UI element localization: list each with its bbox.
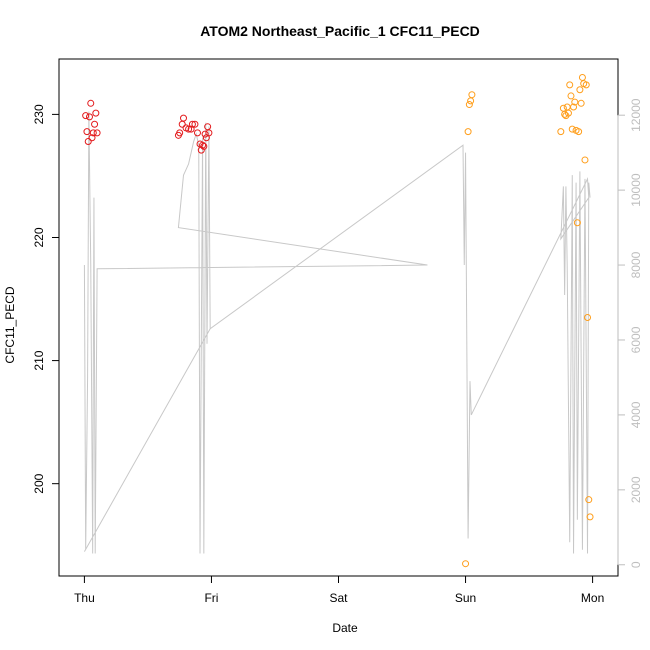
- data-point-series-1: [180, 114, 187, 122]
- y2-tick-label: 10000: [629, 173, 643, 207]
- data-point-series-2: [467, 97, 475, 105]
- trace-line: [83, 111, 591, 554]
- y2-tick-label: 0: [629, 561, 643, 568]
- data-point-series-1: [88, 134, 96, 142]
- y2-tick-label: 2000: [629, 476, 643, 503]
- data-point-series-2: [557, 128, 565, 136]
- data-point-series-1: [87, 99, 95, 107]
- data-point-series-2: [575, 128, 583, 136]
- y2-tick-label: 12000: [629, 98, 643, 132]
- data-point-series-1: [176, 129, 184, 137]
- y-tick-label: 210: [32, 350, 46, 370]
- data-point-series-1: [191, 120, 199, 128]
- plot-frame: [58, 58, 619, 577]
- y-axis-right: 0 2000 4000 6000 8000 10000 12000: [617, 98, 643, 568]
- data-point-series-2: [567, 92, 575, 100]
- data-point-series-2: [465, 101, 473, 109]
- data-point-series-2: [559, 104, 567, 112]
- data-point-series-2: [573, 219, 581, 227]
- data-point-series-2: [561, 110, 569, 118]
- data-point-series-1: [193, 129, 201, 137]
- data-point-series-1: [83, 128, 91, 136]
- y-axis-label: CFC11_PECD: [3, 286, 17, 363]
- data-point-series-2: [462, 560, 470, 568]
- data-point-series-2: [468, 91, 476, 99]
- data-point-series-2: [566, 81, 574, 89]
- data-point-series-1: [82, 112, 90, 120]
- chart-title: ATOM2 Northeast_Pacific_1 CFC11_PECD: [200, 23, 480, 39]
- data-point-series-2: [586, 513, 594, 521]
- x-tick-label: Thu: [74, 591, 95, 605]
- y2-tick-label: 8000: [629, 251, 643, 278]
- x-tick-label: Sun: [455, 591, 476, 605]
- data-point-series-1: [199, 141, 207, 149]
- data-point-series-2: [584, 314, 592, 321]
- y-tick-label: 230: [32, 104, 46, 124]
- data-point-series-2: [464, 128, 472, 136]
- data-point-series-2: [571, 98, 579, 106]
- data-point-series-1: [93, 129, 101, 137]
- x-axis: Thu Fri Sat Sun Mon: [74, 575, 604, 605]
- data-point-series-2: [581, 156, 589, 164]
- y-tick-label: 220: [32, 227, 46, 247]
- data-point-series-2: [570, 103, 578, 111]
- y2-tick-label: 4000: [629, 401, 643, 428]
- points-layer: [82, 73, 594, 568]
- data-point-series-2: [577, 99, 585, 107]
- data-point-series-2: [585, 496, 593, 504]
- data-point-series-1: [178, 120, 186, 128]
- data-point-series-1: [85, 113, 93, 121]
- x-tick-label: Sat: [329, 591, 348, 605]
- data-point-series-2: [576, 86, 584, 94]
- data-point-series-1: [84, 137, 92, 145]
- data-point-series-1: [89, 129, 97, 137]
- data-point-series-1: [92, 109, 100, 117]
- data-point-series-2: [564, 109, 572, 117]
- data-point-series-1: [187, 125, 195, 133]
- x-tick-label: Mon: [581, 591, 604, 605]
- x-tick-label: Fri: [204, 591, 218, 605]
- data-point-series-1: [205, 129, 213, 137]
- trace-line-layer: [83, 111, 591, 554]
- data-point-series-2: [563, 103, 571, 111]
- data-point-series-2: [568, 125, 576, 133]
- x-axis-label: Date: [332, 621, 358, 635]
- data-point-series-1: [201, 130, 209, 138]
- data-point-series-2: [578, 73, 586, 81]
- y2-tick-label: 6000: [629, 326, 643, 353]
- data-point-series-1: [185, 125, 193, 133]
- data-point-series-1: [91, 120, 99, 128]
- y-tick-label: 200: [32, 473, 46, 493]
- data-point-series-1: [200, 142, 208, 150]
- y-axis-left: 200 210 220 230: [32, 104, 60, 494]
- data-point-series-1: [188, 120, 196, 128]
- data-point-series-2: [582, 81, 590, 89]
